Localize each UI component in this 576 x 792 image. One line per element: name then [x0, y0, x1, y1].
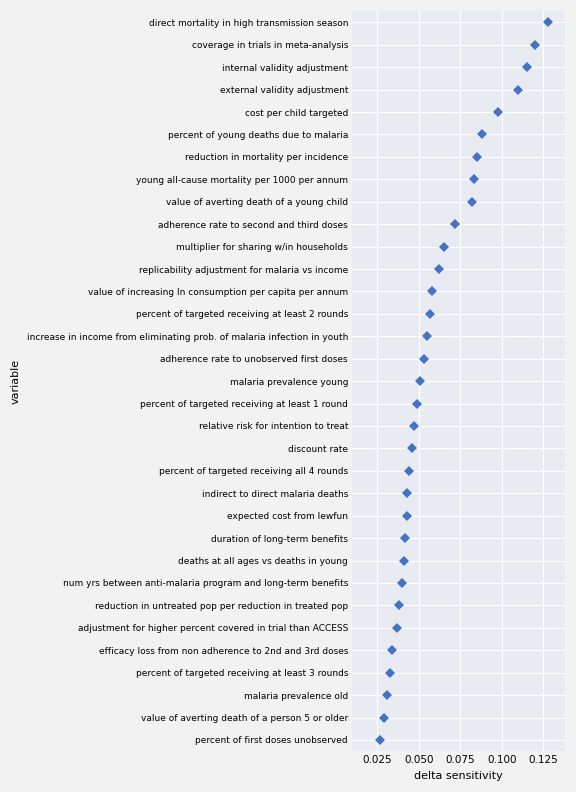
- Y-axis label: variable: variable: [11, 359, 21, 404]
- X-axis label: delta sensitivity: delta sensitivity: [414, 771, 503, 781]
